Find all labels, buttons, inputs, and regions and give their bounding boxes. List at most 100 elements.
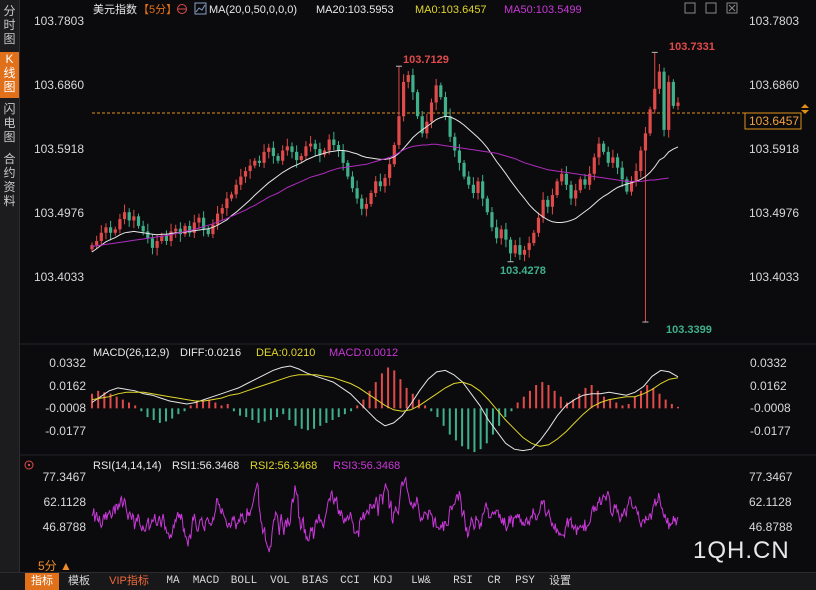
- rsi3-value: RSI3:56.3468: [333, 460, 400, 472]
- macd-y-tick-left: 0.0332: [49, 356, 86, 370]
- candle-body: [295, 151, 299, 161]
- moving-average-lines: [91, 115, 679, 253]
- candle-body: [113, 229, 117, 233]
- candle-body: [657, 71, 661, 89]
- rsi-y-tick-right: 62.1128: [749, 495, 792, 509]
- tab-indicators[interactable]: 指标: [25, 573, 59, 590]
- macd-diff-line: [91, 365, 679, 452]
- candle-body: [434, 85, 438, 103]
- candle-body: [615, 157, 620, 168]
- candle-body: [490, 212, 494, 228]
- candle-body: [588, 173, 592, 185]
- candle-body: [374, 181, 378, 194]
- tab-settings[interactable]: 设置: [549, 575, 571, 587]
- tab-vip-indicators[interactable]: VIP指标: [109, 575, 149, 587]
- rsi2-value: RSI2:56.3468: [250, 460, 317, 472]
- candle-body: [550, 195, 555, 207]
- annotation-high-left: 103.7129: [403, 54, 449, 66]
- scroll-down-icon[interactable]: [801, 110, 809, 114]
- kline-chart[interactable]: 美元指数 【5分】 MA(20,0,50,0,0,0) MA20:103.595…: [20, 0, 816, 572]
- y-tick-left: 103.6860: [34, 78, 84, 92]
- candle-body: [202, 217, 206, 229]
- window-icon[interactable]: [684, 2, 696, 14]
- restore-icon[interactable]: [705, 2, 717, 14]
- tab-bias[interactable]: BIAS: [301, 575, 329, 587]
- y-tick-right: 103.7803: [749, 14, 799, 28]
- candle-body: [262, 151, 266, 163]
- rsi-title: RSI(14,14,14): [93, 460, 161, 472]
- candle-body: [192, 222, 196, 233]
- candle-body: [606, 151, 610, 163]
- candle-body: [174, 228, 178, 232]
- tab-boll[interactable]: BOLL: [230, 575, 258, 587]
- current-price-label: 103.6457: [749, 114, 799, 128]
- candle-body: [336, 145, 341, 151]
- rsi-settings-icon-dot: [27, 463, 31, 467]
- macd-y-tick-right: -0.0008: [750, 401, 791, 415]
- candle-body: [485, 198, 489, 213]
- candle-body: [229, 194, 234, 199]
- candle-body: [597, 143, 601, 158]
- ma20-line: [91, 115, 679, 253]
- candle-body: [243, 171, 248, 177]
- sidebar-tab-timeshare[interactable]: 分时图: [3, 4, 16, 46]
- candle-body: [327, 139, 331, 151]
- candle-body: [136, 216, 141, 226]
- candle-body: [90, 245, 94, 250]
- tab-vol[interactable]: VOL: [270, 575, 290, 587]
- tab-ma[interactable]: MA: [166, 575, 180, 587]
- candle-body: [206, 228, 210, 235]
- candle-body: [513, 245, 517, 254]
- tab-lw[interactable]: LW&: [411, 575, 431, 587]
- candle-body: [215, 213, 220, 225]
- candle-body: [109, 227, 113, 233]
- rsi-y-tick-left: 77.3467: [43, 470, 87, 484]
- candle-body: [122, 212, 127, 220]
- candle-body: [639, 150, 643, 172]
- tab-psy[interactable]: PSY: [515, 575, 535, 587]
- candle-body: [318, 149, 322, 155]
- tab-cr[interactable]: CR: [487, 575, 501, 587]
- candle-body: [671, 81, 675, 106]
- candle-body: [341, 150, 345, 163]
- tab-kdj[interactable]: KDJ: [373, 575, 393, 587]
- candle-body: [127, 212, 131, 221]
- scroll-up-icon[interactable]: [801, 104, 809, 108]
- settings-circle-icon[interactable]: [177, 4, 187, 14]
- candle-body: [141, 225, 145, 232]
- candle-body: [439, 85, 443, 98]
- candle-body: [188, 225, 192, 233]
- candle-body: [518, 245, 522, 255]
- sidebar-tab-contract-info[interactable]: 合约资料: [3, 152, 16, 208]
- macd-title: MACD(26,12,9): [93, 347, 169, 359]
- chart-type-icon[interactable]: [194, 2, 207, 15]
- tab-cci[interactable]: CCI: [340, 575, 360, 587]
- candle-body: [536, 217, 541, 233]
- period-selector[interactable]: 5分 ▲: [38, 559, 72, 573]
- annotation-low-right: 103.3399: [666, 324, 712, 336]
- candle-body: [369, 193, 373, 204]
- candle-body: [281, 150, 285, 161]
- candle-body: [569, 184, 573, 199]
- tab-rsi[interactable]: RSI: [453, 575, 473, 587]
- tab-templates[interactable]: 模板: [68, 575, 90, 587]
- candle-body: [388, 164, 392, 178]
- close-icon-x2: [728, 4, 736, 12]
- candle-body: [132, 216, 136, 221]
- y-tick-right: 103.6860: [749, 78, 799, 92]
- rsi-settings-icon[interactable]: [24, 460, 34, 470]
- candle-body: [453, 136, 457, 151]
- close-icon[interactable]: [726, 2, 738, 14]
- candle-body: [643, 133, 648, 151]
- candle-body: [220, 208, 224, 214]
- sidebar-tab-kline[interactable]: K线图: [0, 52, 19, 98]
- candle-body: [443, 97, 448, 117]
- tab-macd[interactable]: MACD: [192, 575, 220, 587]
- annotation-low-left: 103.4278: [500, 265, 546, 277]
- sidebar: 分时图 K线图 闪电图 合约资料: [0, 0, 20, 572]
- macd-y-tick-left: -0.0008: [45, 401, 86, 415]
- rsi-y-tick-right: 46.8788: [749, 520, 793, 534]
- sidebar-tab-lightning[interactable]: 闪电图: [3, 102, 16, 144]
- candle-body: [560, 173, 564, 182]
- candle-body: [629, 181, 634, 192]
